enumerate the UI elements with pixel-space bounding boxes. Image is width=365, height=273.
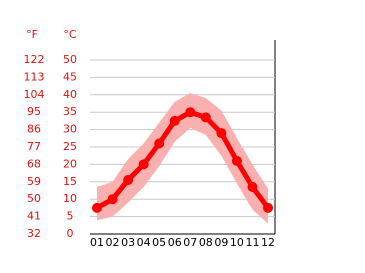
x-tick-label: 04 — [137, 236, 151, 249]
y-tick-label: 15 — [63, 175, 77, 188]
x-tick-label: 07 — [183, 236, 197, 249]
y-tick-label: 50 — [63, 53, 77, 66]
x-tick-label: 12 — [261, 236, 275, 249]
x-tick-label: 11 — [245, 236, 259, 249]
point — [123, 175, 134, 186]
y-tick-label: 40 — [63, 88, 77, 101]
point — [107, 194, 118, 205]
y-tick-label: 10 — [63, 192, 77, 205]
point — [169, 115, 180, 126]
y-tick-label: 25 — [63, 140, 77, 153]
y2-tick-label: 77 — [27, 140, 41, 153]
x-tick-label: 06 — [168, 236, 182, 249]
y2-tick-label: 95 — [27, 105, 41, 118]
y-tick-label: 5 — [67, 210, 74, 223]
y2-tick-label: 68 — [27, 157, 41, 170]
point — [200, 112, 211, 123]
x-tick-label: 10 — [230, 236, 244, 249]
y-tick-label: 20 — [63, 157, 77, 170]
y-tick-label: 30 — [63, 123, 77, 136]
point — [185, 107, 196, 118]
x-tick-label: 08 — [199, 236, 213, 249]
point — [263, 202, 273, 213]
y2-tick-label: 104 — [24, 88, 45, 101]
point — [138, 159, 149, 170]
point — [92, 202, 102, 213]
y2-tick-label: 41 — [27, 210, 41, 223]
x-tick-label: 09 — [214, 236, 228, 249]
point — [216, 128, 227, 139]
point — [154, 138, 165, 149]
y2-tick-label: 50 — [27, 192, 41, 205]
y2-tick-label: 86 — [27, 123, 41, 136]
x-tick-label: 02 — [106, 236, 120, 249]
y-unit: °C — [63, 28, 77, 41]
range-band — [97, 93, 268, 224]
y-tick-label: 45 — [63, 70, 77, 83]
point — [231, 155, 242, 166]
y2-unit: °F — [26, 28, 38, 41]
point — [247, 182, 258, 193]
x-tick-label: 05 — [152, 236, 166, 249]
y2-tick-label: 59 — [27, 175, 41, 188]
x-tick-label: 01 — [90, 236, 104, 249]
y-tick-label: 35 — [63, 105, 77, 118]
x-tick-label: 03 — [121, 236, 135, 249]
y2-tick-label: 113 — [24, 70, 45, 83]
y2-tick-label: 122 — [24, 53, 45, 66]
y2-tick-label: 32 — [27, 227, 41, 240]
y-tick-label: 0 — [67, 227, 74, 240]
